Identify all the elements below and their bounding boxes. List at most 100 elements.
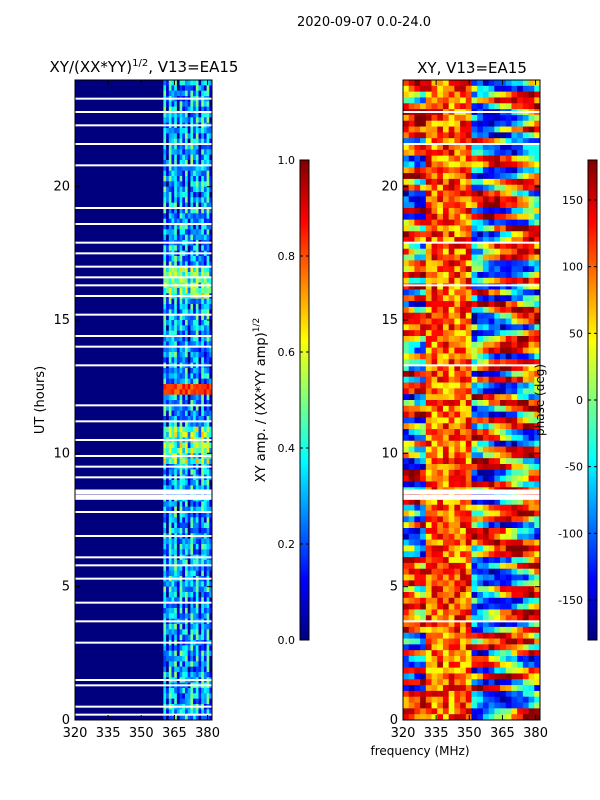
- amp-cell: [187, 170, 191, 177]
- phase-cell: [494, 312, 501, 319]
- phase-cell: [477, 667, 484, 674]
- amp-cell: [184, 277, 189, 284]
- phase-cell: [494, 295, 501, 302]
- phase-cell: [420, 516, 427, 523]
- amp-cell: [179, 272, 183, 278]
- phase-cell: [454, 452, 461, 459]
- phase-cell: [425, 336, 432, 343]
- amp-flagged-row: [75, 535, 212, 537]
- phase-cell: [505, 277, 512, 285]
- amp-cell: [206, 650, 210, 657]
- amp-cell: [163, 229, 167, 236]
- phase-cell: [511, 539, 518, 546]
- phase-cell: [500, 144, 507, 151]
- phase-cell: [517, 574, 524, 581]
- phase-cell: [460, 702, 467, 709]
- phase-cell: [482, 324, 490, 331]
- amp-cell: [166, 458, 170, 465]
- amp-cell: [203, 133, 207, 140]
- amp-cell: [176, 549, 180, 556]
- phase-cell: [522, 638, 529, 645]
- amp-cell: [201, 325, 205, 332]
- phase-cell: [482, 609, 490, 616]
- amp-cell: [198, 634, 202, 641]
- phase-cell: [522, 656, 529, 663]
- phase-cell: [414, 586, 421, 593]
- amp-cell: [174, 218, 178, 225]
- phase-cell: [505, 644, 512, 651]
- amp-cell: [168, 80, 172, 86]
- phase-cell: [414, 301, 421, 308]
- phase-cell: [425, 306, 432, 314]
- amp-cell: [163, 650, 167, 657]
- amp-colorbar-label: XY amp. / (XX*YY amp)1/2: [252, 318, 269, 482]
- phase-cell: [534, 289, 541, 296]
- phase-cell: [420, 714, 427, 721]
- phase-cell: [403, 312, 410, 319]
- phase-cell: [500, 400, 507, 407]
- amp-cell: [190, 325, 194, 332]
- phase-cell: [414, 254, 421, 261]
- amp-cell: [209, 549, 213, 556]
- phase-cell: [494, 388, 501, 395]
- amp-cell: [168, 405, 172, 412]
- phase-cell: [534, 411, 541, 418]
- amp-cell: [163, 352, 167, 358]
- phase-cell: [471, 382, 478, 389]
- phase-cell: [471, 522, 478, 529]
- phase-cell: [517, 301, 524, 308]
- phase-cell: [511, 586, 518, 593]
- amp-cell: [187, 325, 191, 332]
- amp-cell: [184, 112, 189, 118]
- amp-cell: [184, 528, 189, 534]
- amp-cell: [171, 570, 175, 577]
- phase-cell: [522, 144, 529, 151]
- amp-cell: [209, 218, 213, 225]
- amp-cell: [203, 320, 207, 326]
- phase-cell: [511, 167, 518, 174]
- amp-cell: [171, 517, 175, 524]
- phase-cell: [500, 417, 507, 424]
- amp-cell: [163, 277, 167, 284]
- amp-cell: [206, 266, 210, 273]
- phase-cell: [534, 330, 541, 337]
- phase-cell: [448, 347, 455, 354]
- amp-cell: [193, 352, 197, 358]
- phase-cell: [403, 120, 410, 127]
- amp-cell: [166, 426, 170, 433]
- phase-cell: [448, 248, 455, 255]
- phase-cell: [517, 394, 524, 401]
- amp-cell: [206, 613, 210, 620]
- phase-cell: [425, 615, 432, 622]
- amp-cell: [187, 448, 191, 454]
- phase-cell: [477, 690, 484, 698]
- phase-cell: [454, 638, 461, 645]
- amp-cell: [168, 378, 172, 385]
- amp-cell: [209, 133, 213, 140]
- phase-cell: [522, 632, 529, 639]
- phase-cell: [408, 173, 415, 180]
- amp-cell: [203, 181, 207, 188]
- phase-cell: [454, 295, 461, 302]
- phase-cell: [425, 318, 432, 325]
- phase-cell: [500, 370, 507, 378]
- amp-cell: [179, 581, 183, 588]
- phase-cell: [482, 301, 490, 308]
- amp-cell: [203, 544, 207, 550]
- amp-cell: [209, 320, 213, 326]
- amp-cell: [182, 645, 186, 652]
- amp-cell: [195, 85, 199, 92]
- phase-cell: [482, 632, 490, 639]
- phase-cell: [511, 400, 518, 407]
- amp-cell: [206, 218, 210, 225]
- phase-cell: [431, 690, 438, 698]
- amp-cell: [209, 106, 213, 113]
- phase-cell: [500, 353, 507, 360]
- phase-cell: [517, 190, 524, 197]
- amp-cell: [206, 117, 210, 124]
- amp-cell: [166, 570, 170, 577]
- amp-cell: [174, 688, 178, 694]
- amp-cell: [163, 117, 167, 124]
- phase-cell: [471, 144, 478, 151]
- amp-cell: [174, 480, 178, 486]
